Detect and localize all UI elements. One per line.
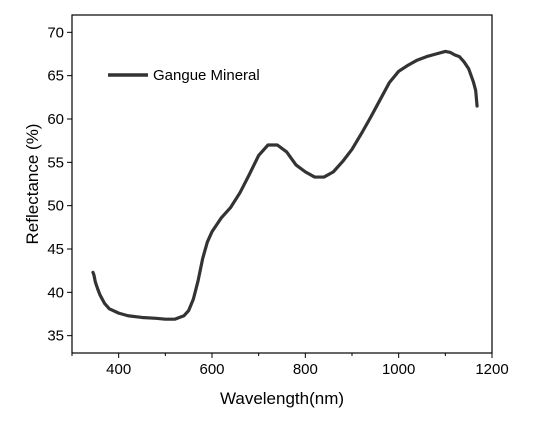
x-tick-label: 1200: [475, 361, 508, 378]
y-tick-label: 65: [47, 68, 64, 85]
y-tick-label: 70: [47, 24, 64, 41]
legend-label: Gangue Mineral: [153, 67, 260, 84]
ticks-layer: 400 600 800 1000 1200 35 40 45 50 55 60 65 70: [47, 24, 508, 378]
y-tick-label: 45: [47, 241, 64, 258]
series-layer: [91, 49, 479, 321]
y-tick-label: 50: [47, 198, 64, 215]
legend: Gangue Mineral: [108, 67, 260, 84]
x-tick-label: 800: [293, 361, 318, 378]
plot-frame: [71, 14, 493, 354]
y-tick-label: 55: [47, 154, 64, 171]
y-tick-label: 40: [47, 284, 64, 301]
x-axis-title: Wavelength(nm): [220, 389, 344, 408]
x-tick-label: 600: [199, 361, 224, 378]
x-tick-label: 1000: [382, 361, 415, 378]
y-tick-label: 60: [47, 111, 64, 128]
y-tick-label: 35: [47, 328, 64, 345]
y-axis-title: Reflectance (%): [23, 124, 42, 245]
series-line-gangue-mineral: [91, 49, 479, 321]
x-tick-label: 400: [106, 361, 131, 378]
